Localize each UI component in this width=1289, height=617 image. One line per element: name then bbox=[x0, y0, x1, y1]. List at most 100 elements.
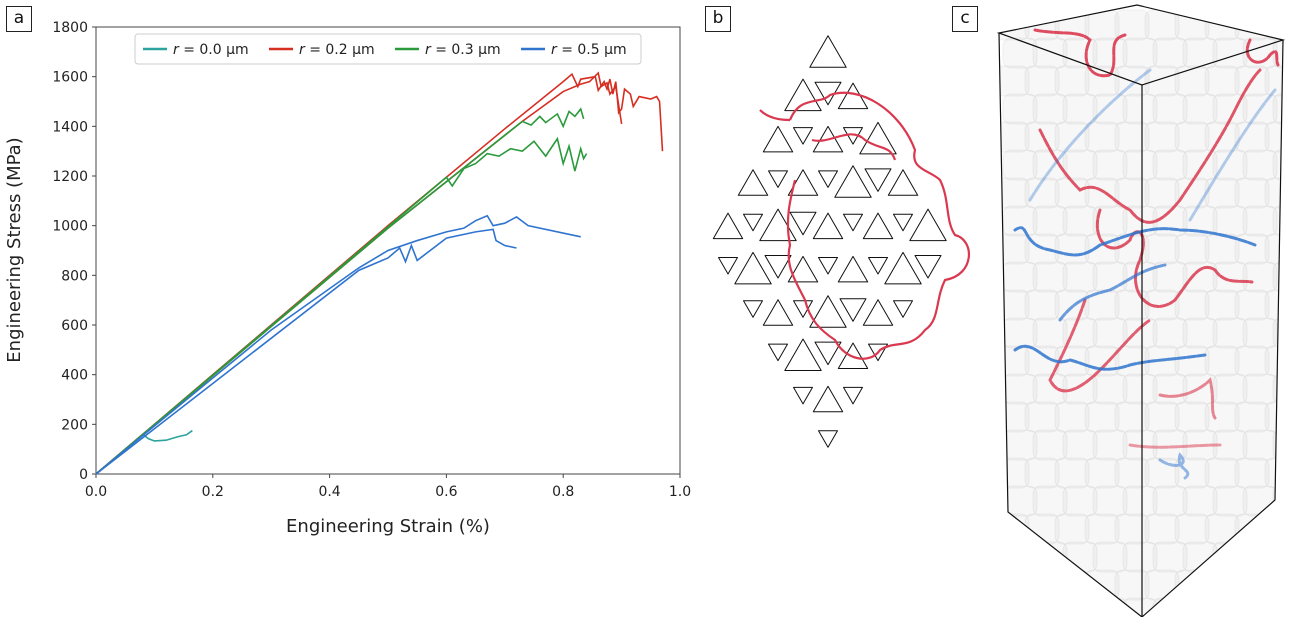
dislocation-line bbox=[1128, 443, 1222, 449]
legend-entry: r = 0.2 μm bbox=[299, 42, 375, 58]
grain-cube bbox=[1264, 289, 1283, 321]
grain-cube bbox=[1182, 37, 1218, 69]
grain-cube bbox=[1122, 149, 1158, 181]
grain-cube bbox=[1212, 317, 1248, 349]
grain-cube bbox=[1174, 9, 1210, 41]
grain-cube bbox=[1114, 9, 1150, 41]
grain-cube bbox=[1174, 513, 1210, 545]
lattice-cell bbox=[859, 121, 897, 155]
grain-cube bbox=[1062, 205, 1098, 237]
grain-cube bbox=[1212, 373, 1248, 405]
legend-entry: r = 0.5 μm bbox=[551, 42, 627, 58]
lattice-cell bbox=[762, 299, 794, 326]
grain-cube bbox=[1242, 317, 1278, 349]
grain-cube bbox=[1264, 177, 1283, 209]
grain-cube bbox=[999, 569, 1030, 601]
grain-cube bbox=[1144, 177, 1180, 209]
grain-cube bbox=[1002, 429, 1038, 461]
grain-cube bbox=[1092, 149, 1128, 181]
grain-cube bbox=[1002, 541, 1038, 573]
dislocation-line bbox=[1188, 88, 1277, 222]
lattice-cell bbox=[718, 257, 738, 275]
grain-cube bbox=[1144, 65, 1180, 97]
grain-cube bbox=[1182, 541, 1218, 573]
lattice-cell bbox=[868, 343, 888, 362]
y-tick-label: 1200 bbox=[52, 169, 88, 185]
lattice-cell bbox=[784, 338, 822, 371]
lattice-cell bbox=[818, 430, 838, 448]
grain-cube bbox=[1032, 597, 1068, 617]
lattice-cell bbox=[734, 251, 772, 285]
lattice-cell bbox=[743, 213, 763, 232]
grain-cube bbox=[999, 177, 1030, 209]
grain-cube bbox=[1084, 457, 1120, 489]
grain-cube bbox=[1264, 65, 1283, 97]
grain-cube bbox=[1144, 513, 1180, 545]
grain-cube bbox=[1114, 401, 1150, 433]
grain-cube bbox=[1272, 205, 1283, 237]
lattice-cell bbox=[839, 298, 867, 322]
grain-cube bbox=[1024, 289, 1060, 321]
grain-cube bbox=[1002, 37, 1038, 69]
grain-cube bbox=[1212, 485, 1248, 517]
grain-cube bbox=[1114, 289, 1150, 321]
legend-entry: r = 0.3 μm bbox=[425, 42, 501, 58]
grain-cube bbox=[1272, 317, 1283, 349]
y-tick-label: 600 bbox=[61, 318, 88, 334]
grain-cube bbox=[1234, 513, 1270, 545]
grain-cube bbox=[1114, 177, 1150, 209]
lattice-cell bbox=[818, 170, 838, 188]
series-line-1-curve-0 bbox=[95, 72, 664, 475]
grain-cube bbox=[1242, 373, 1278, 405]
grain-cube bbox=[1024, 9, 1060, 41]
lattice-cell bbox=[814, 341, 842, 366]
y-tick-label: 200 bbox=[61, 417, 88, 433]
x-axis-label: Engineering Strain (%) bbox=[286, 516, 490, 537]
grain-cube bbox=[1084, 345, 1120, 377]
grain-cube bbox=[1174, 569, 1210, 601]
grain-cube bbox=[1204, 401, 1240, 433]
grain-cube bbox=[1152, 373, 1188, 405]
x-tick-label: 0.6 bbox=[435, 484, 457, 500]
grain-cube bbox=[1032, 261, 1068, 293]
grain-cube bbox=[1084, 289, 1120, 321]
grain-cube bbox=[1122, 541, 1158, 573]
grain-cube bbox=[1024, 569, 1060, 601]
grain-cube bbox=[999, 65, 1030, 97]
grain-cube bbox=[1204, 65, 1240, 97]
grain-cube bbox=[1032, 429, 1068, 461]
grain-cube bbox=[1272, 541, 1283, 573]
grain-cube bbox=[1032, 317, 1068, 349]
lattice-cell bbox=[834, 165, 872, 198]
lattice-cell bbox=[809, 35, 847, 68]
grain-cube bbox=[999, 513, 1030, 545]
panel-label-b: b bbox=[705, 6, 731, 32]
grain-cube bbox=[1092, 205, 1128, 237]
grain-cube bbox=[1212, 149, 1248, 181]
grain-cube bbox=[1092, 93, 1128, 125]
dislocation-line bbox=[1246, 38, 1280, 67]
dislocation-line bbox=[1048, 298, 1152, 393]
y-tick-label: 1000 bbox=[52, 219, 88, 235]
grain-cube bbox=[1152, 261, 1188, 293]
grain-cube bbox=[1032, 485, 1068, 517]
grain-cube bbox=[1092, 429, 1128, 461]
grain-cube bbox=[1212, 597, 1248, 617]
grain-cube bbox=[1062, 149, 1098, 181]
grain-cube bbox=[1212, 261, 1248, 293]
grain-cube bbox=[1234, 345, 1270, 377]
legend-box bbox=[134, 33, 642, 65]
y-tick-label: 1400 bbox=[52, 119, 88, 135]
dislocation-line bbox=[1095, 208, 1254, 308]
grain-cube bbox=[1182, 485, 1218, 517]
grain-cube bbox=[1204, 569, 1240, 601]
grain-cube bbox=[1054, 65, 1090, 97]
dislocation-line bbox=[1038, 68, 1262, 224]
grain-cube bbox=[1152, 597, 1188, 617]
lattice-cell bbox=[868, 257, 888, 275]
box-edges bbox=[996, 4, 1286, 617]
grain-cube bbox=[1054, 569, 1090, 601]
plot-frame bbox=[95, 26, 681, 475]
grain-cube bbox=[1032, 205, 1068, 237]
